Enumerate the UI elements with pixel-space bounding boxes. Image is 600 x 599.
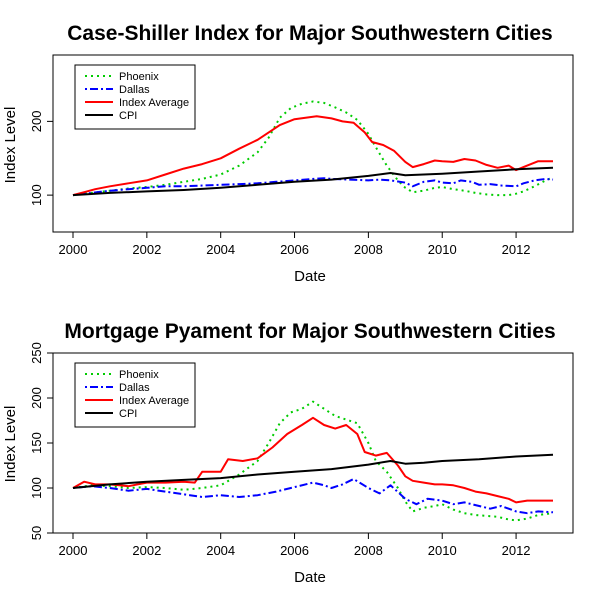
plot-area: 2000 2002 2004 2006 2008 2010 2012 50 100 150 200 2… — [29, 342, 574, 558]
series-line-phoenix — [72, 100, 554, 197]
x-tick-label: 2008 — [354, 543, 383, 558]
legend-label: Dallas — [119, 84, 150, 96]
series-line-index-average — [72, 416, 553, 504]
chart-title: Mortgage Pyament for Major Southwestern … — [64, 320, 555, 343]
legend-label: Phoenix — [119, 71, 159, 83]
legend-box — [74, 362, 196, 428]
x-tick-label: 2002 — [132, 242, 161, 257]
x-tick-label: 2010 — [428, 242, 457, 257]
chart-title: Case-Shiller Index for Major Southwester… — [67, 22, 552, 45]
x-axis-label: Date — [294, 268, 326, 285]
series-line-phoenix — [72, 400, 554, 522]
x-tick-label: 2012 — [502, 543, 531, 558]
x-tick-label: 2000 — [59, 543, 88, 558]
y-tick-label: 200 — [29, 387, 44, 409]
y-tick-label: 100 — [29, 184, 44, 206]
legend-label: Index Average — [119, 395, 189, 407]
x-tick-label: 2004 — [206, 242, 235, 257]
x-tick-label: 2008 — [354, 242, 383, 257]
series-line-cpi — [72, 166, 554, 197]
y-tick-label: 150 — [29, 432, 44, 454]
y-tick-label: 100 — [29, 477, 44, 499]
y-axis-label: Index Level — [2, 107, 19, 184]
plot-frame — [52, 54, 574, 233]
legend-label: CPI — [119, 110, 137, 122]
legend-label: Index Average — [119, 97, 189, 109]
x-tick-label: 2002 — [132, 543, 161, 558]
x-tick-label: 2006 — [280, 543, 309, 558]
legend-label: Dallas — [119, 382, 150, 394]
legend-label: CPI — [119, 408, 137, 420]
series-line-dallas — [72, 177, 554, 197]
series-line-dallas — [72, 478, 554, 515]
y-tick-label: 250 — [29, 342, 44, 364]
x-tick-label: 2000 — [59, 242, 88, 257]
y-tick-label: 50 — [29, 526, 44, 540]
x-tick-label: 2012 — [502, 242, 531, 257]
legend-box — [74, 64, 196, 130]
y-axis-label: Index Level — [2, 406, 19, 483]
y-tick-label: 200 — [29, 111, 44, 133]
plot-area: 2000 2002 2004 2006 2008 2010 2012 100 200 Phoeni… — [29, 54, 574, 257]
legend-label: Phoenix — [119, 369, 159, 381]
mortgage-payment-chart: Mortgage Pyament for Major Southwestern … — [2, 320, 574, 586]
x-tick-label: 2010 — [428, 543, 457, 558]
series-line-index-average — [72, 115, 553, 197]
case-shiller-chart: Case-Shiller Index for Major Southwester… — [2, 22, 574, 285]
x-tick-label: 2006 — [280, 242, 309, 257]
series-line-cpi — [72, 453, 554, 489]
x-tick-label: 2004 — [206, 543, 235, 558]
x-axis-label: Date — [294, 569, 326, 586]
